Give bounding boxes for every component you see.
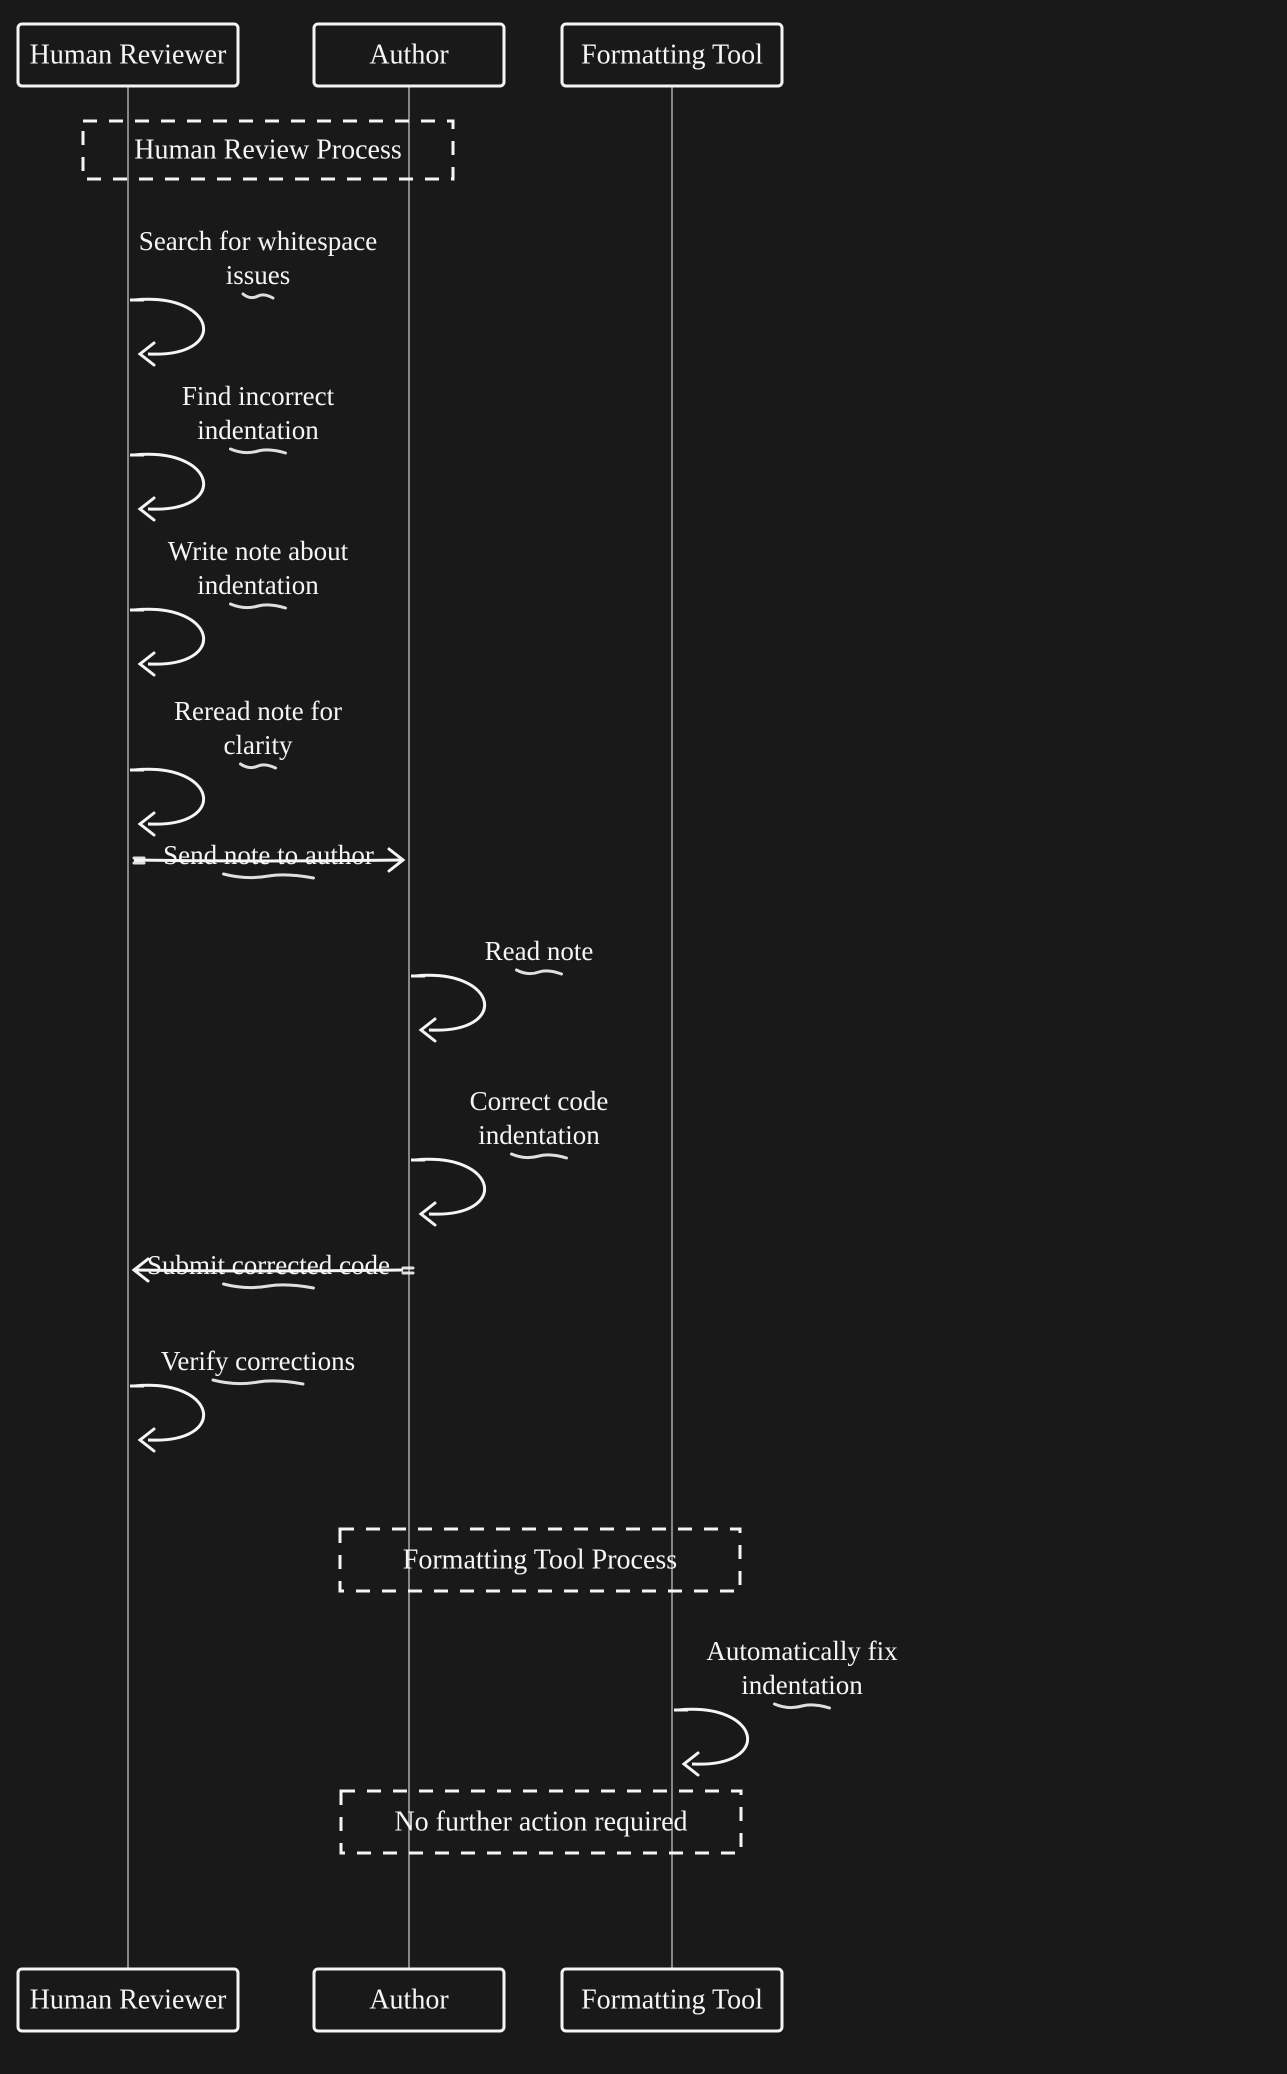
msg-2-loop [134, 609, 204, 664]
msg-1-line0: Find incorrect [182, 381, 335, 411]
scribble-decoration [213, 1380, 303, 1384]
actor-label-tool: Formatting Tool [581, 1984, 763, 2015]
note-tool-label: Formatting Tool Process [403, 1544, 677, 1575]
msg-2-line0: Write note about [168, 536, 349, 566]
msg-1-loop [134, 454, 204, 509]
msg-7-start-tick [403, 1268, 413, 1273]
msg-4-line0: Send note to author [163, 840, 374, 870]
actor-label-tool: Formatting Tool [581, 39, 763, 70]
msg-1-line1: indentation [197, 415, 319, 445]
scribble-decoration [231, 604, 286, 608]
scribble-decoration [775, 1704, 830, 1708]
msg-3-loop [134, 769, 204, 824]
msg-3-line1: clarity [224, 730, 293, 760]
msg-9-line1: indentation [741, 1670, 863, 1700]
msg-6-line0: Correct code [470, 1086, 609, 1116]
note-nf-label: No further action required [394, 1806, 687, 1837]
msg-3-line0: Reread note for [174, 696, 342, 726]
actor-label-author: Author [369, 1984, 449, 2015]
msg-6-line1: indentation [478, 1120, 600, 1150]
msg-4-line [134, 860, 403, 861]
scribble-decoration [512, 1154, 567, 1158]
msg-5-line0: Read note [485, 936, 594, 966]
msg-5-loop [415, 975, 485, 1030]
scribble-decoration [241, 764, 276, 768]
actor-label-author: Author [369, 39, 449, 70]
msg-2-line1: indentation [197, 570, 319, 600]
msg-7-line [134, 1270, 403, 1271]
msg-0-line0: Search for whitespace [139, 226, 377, 256]
scribble-decoration [243, 294, 273, 298]
msg-7-line0: Submit corrected code [147, 1250, 390, 1280]
msg-0-line1: issues [226, 260, 291, 290]
actor-label-reviewer: Human Reviewer [30, 1984, 227, 2015]
msg-0-loop [134, 299, 204, 354]
msg-9-line0: Automatically fix [706, 1636, 898, 1666]
msg-8-loop [134, 1385, 204, 1440]
scribble-decoration [517, 970, 562, 974]
note-human-label: Human Review Process [134, 134, 402, 165]
msg-6-loop [415, 1159, 485, 1214]
actor-label-reviewer: Human Reviewer [30, 39, 227, 70]
scribble-decoration [231, 449, 286, 453]
scribble-decoration [224, 874, 314, 878]
msg-8-line0: Verify corrections [161, 1346, 355, 1376]
msg-9-loop [678, 1709, 748, 1764]
scribble-decoration [224, 1284, 314, 1288]
